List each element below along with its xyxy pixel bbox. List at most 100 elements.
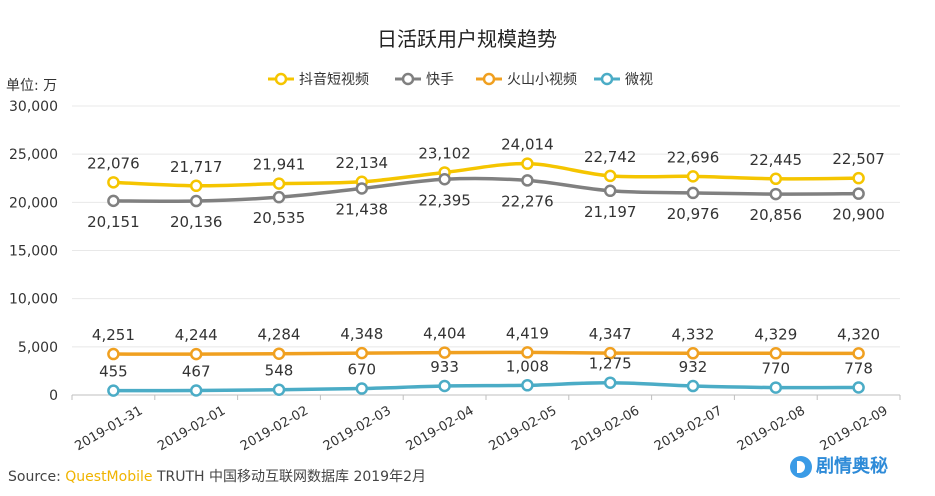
- x-tick-label: 2019-02-09: [818, 403, 891, 454]
- data-point: [189, 384, 203, 397]
- legend-item: 微视: [594, 72, 653, 88]
- data-label: 4,348: [340, 325, 383, 343]
- data-point: [852, 187, 865, 200]
- data-point: [521, 379, 534, 392]
- data-label: 1,275: [589, 355, 632, 373]
- data-point: [686, 170, 700, 183]
- data-label: 24,014: [501, 136, 554, 154]
- legend-label: 火山小视频: [507, 72, 577, 88]
- legend-marker: [274, 72, 288, 86]
- data-point: [107, 347, 120, 361]
- gridlines: [72, 105, 900, 348]
- data-point: [769, 187, 783, 201]
- series-line: [113, 350, 859, 356]
- series-line: [113, 176, 859, 204]
- legend-marker: [401, 72, 415, 86]
- data-point: [769, 381, 783, 394]
- data-label: 770: [761, 360, 790, 378]
- watermark-logo-icon: [790, 456, 812, 478]
- legend-item: 抖音短视频: [268, 71, 369, 88]
- data-point: [686, 186, 700, 200]
- data-label: 932: [679, 358, 708, 376]
- legend-marker: [600, 72, 614, 86]
- chart-title: 日活跃用户规模趋势: [377, 27, 557, 51]
- data-point: [603, 346, 617, 360]
- data-label: 22,742: [584, 148, 637, 166]
- data-point: [769, 347, 783, 360]
- unit-label: 单位: 万: [6, 78, 57, 94]
- series-layer: [107, 157, 865, 397]
- data-label: 4,419: [506, 324, 549, 342]
- series-line: [113, 380, 859, 393]
- data-point: [355, 346, 369, 360]
- data-point: [189, 347, 203, 361]
- legend-label: 抖音短视频: [299, 71, 369, 88]
- data-label: 20,535: [253, 209, 306, 227]
- data-label: 20,856: [750, 206, 803, 224]
- data-point: [107, 384, 120, 397]
- data-label: 548: [265, 362, 294, 380]
- data-label: 467: [182, 363, 211, 381]
- data-point: [521, 157, 534, 170]
- data-label: 20,136: [170, 213, 223, 231]
- x-tick-label: 2019-02-07: [652, 403, 725, 454]
- x-tick-label: 2019-01-31: [72, 403, 145, 454]
- data-point: [521, 174, 534, 187]
- data-label: 22,507: [832, 150, 885, 168]
- data-label: 4,284: [258, 326, 301, 344]
- data-point: [189, 179, 203, 193]
- data-label: 4,320: [837, 325, 880, 343]
- data-point: [438, 379, 451, 393]
- watermark-text: 剧情奥秘: [816, 456, 888, 477]
- data-label: 20,151: [87, 213, 140, 231]
- data-label: 22,134: [336, 154, 389, 172]
- data-point: [272, 347, 286, 360]
- data-label: 22,276: [501, 192, 554, 210]
- data-point: [603, 376, 617, 389]
- data-label: 4,404: [423, 325, 466, 343]
- legend-label: 微视: [625, 72, 653, 88]
- data-label: 21,717: [170, 158, 223, 176]
- data-point: [272, 383, 286, 396]
- y-tick-label: 30,000: [9, 99, 58, 115]
- data-label: 4,332: [672, 325, 715, 343]
- data-label: 20,976: [667, 205, 720, 223]
- data-label: 933: [430, 358, 459, 376]
- x-tick-label: 2019-02-01: [155, 403, 228, 454]
- data-label: 4,244: [175, 326, 218, 344]
- data-point: [686, 379, 700, 393]
- series-line: [113, 161, 859, 188]
- y-axis: 0 5,000 10,000 15,000 20,000 25,000 30,000: [9, 99, 58, 404]
- source-text: TRUTH 中国移动互联网数据库 2019年2月: [156, 469, 426, 485]
- legend-item: 火山小视频: [476, 72, 577, 88]
- source-brand: QuestMobile: [65, 469, 153, 485]
- data-point: [438, 173, 451, 186]
- data-label: 22,395: [418, 191, 471, 209]
- data-label: 670: [347, 361, 376, 379]
- watermark: 剧情奥秘: [790, 452, 888, 478]
- data-label: 22,076: [87, 154, 140, 172]
- data-labels-layer: 22,076 21,717 21,941 22,134 23,102 24,014 22,7…: [87, 136, 885, 381]
- y-tick-label: 15,000: [9, 244, 58, 260]
- data-label: 23,102: [418, 144, 471, 162]
- x-tick-label: 2019-02-08: [735, 403, 808, 454]
- data-label: 21,438: [336, 200, 389, 218]
- data-label: 22,696: [667, 148, 720, 166]
- data-point: [852, 347, 865, 360]
- y-tick-label: 10,000: [9, 292, 58, 308]
- data-point: [355, 382, 369, 395]
- y-tick-label: 5,000: [18, 340, 58, 356]
- data-point: [438, 346, 451, 359]
- chart-legend: 抖音短视频 快手 火山小视频 微视: [268, 71, 653, 88]
- data-point: [603, 184, 617, 198]
- x-tick-label: 2019-02-06: [569, 403, 642, 454]
- data-label: 455: [99, 363, 128, 381]
- data-point: [852, 381, 865, 394]
- data-label: 21,197: [584, 203, 637, 221]
- data-label: 1,008: [506, 357, 549, 375]
- data-point: [603, 169, 617, 183]
- x-tick-label: 2019-02-03: [321, 403, 394, 454]
- data-label: 4,347: [589, 325, 632, 343]
- x-axis: 2019-01-31 2019-02-01 2019-02-02 2019-02-03…: [71, 394, 901, 454]
